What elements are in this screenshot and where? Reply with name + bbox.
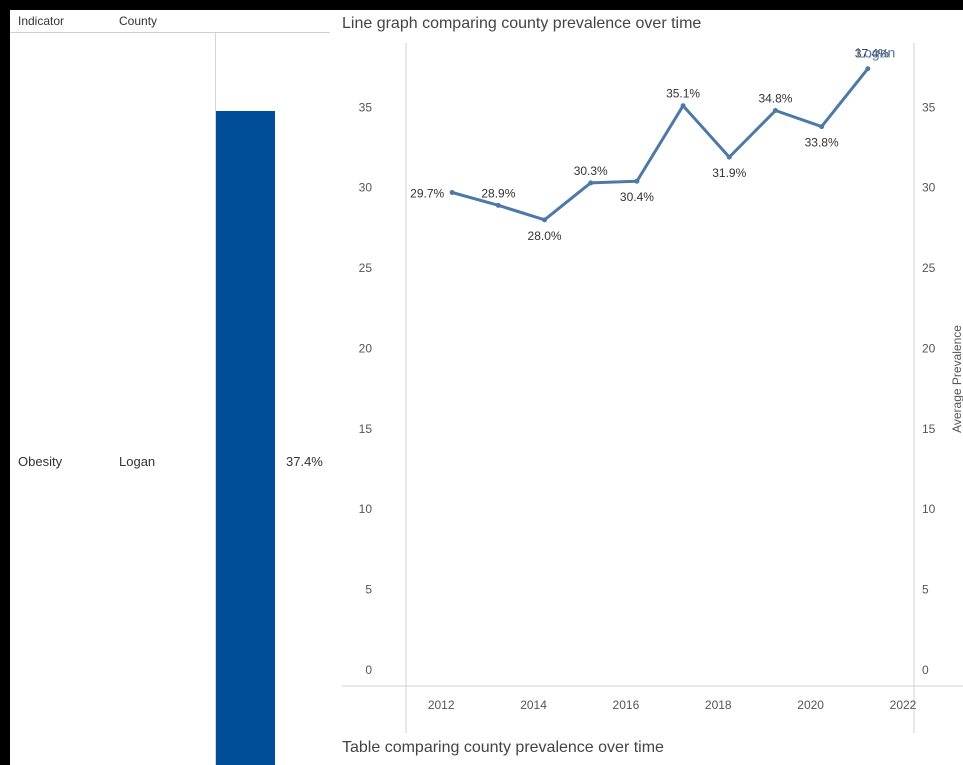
prevalence-bar[interactable] bbox=[216, 110, 275, 765]
data-label: 30.3% bbox=[574, 164, 608, 178]
line-chart-title: Line graph comparing county prevalence o… bbox=[342, 15, 702, 32]
x-tick-label: 2016 bbox=[613, 698, 640, 712]
data-point bbox=[449, 189, 455, 195]
data-point bbox=[726, 154, 732, 160]
data-label: 28.0% bbox=[528, 229, 562, 243]
series-line-logan bbox=[451, 67, 869, 222]
y-tick-label-left: 25 bbox=[359, 261, 373, 275]
series-name-label: Logan bbox=[856, 45, 895, 61]
y-tick-label-right: 35 bbox=[922, 100, 936, 114]
data-point bbox=[680, 103, 686, 109]
y-tick-label-right: 0 bbox=[922, 663, 929, 677]
y-tick-label-right: 15 bbox=[922, 422, 936, 436]
data-point bbox=[865, 66, 871, 72]
y-tick-label-right: 30 bbox=[922, 181, 936, 195]
data-point bbox=[819, 124, 825, 130]
y-tick-label-left: 10 bbox=[359, 502, 373, 516]
y-tick-label-left: 5 bbox=[365, 583, 372, 597]
data-label: 37.4% bbox=[855, 47, 889, 61]
data-point bbox=[772, 108, 778, 114]
data-point bbox=[495, 202, 501, 208]
data-label: 34.8% bbox=[758, 92, 792, 106]
data-point bbox=[588, 180, 594, 186]
y-tick-label-left: 15 bbox=[359, 422, 373, 436]
y-tick-label-right: 20 bbox=[922, 341, 936, 355]
y-tick-label-right: 10 bbox=[922, 502, 936, 516]
x-tick-label: 2022 bbox=[890, 698, 917, 712]
line-chart-area: 0 0 5 5 10 10 15 15 20 20 25 25 30 30 35 35 2012 2014 2016… bbox=[342, 43, 963, 733]
data-label: 30.4% bbox=[620, 190, 654, 204]
data-point bbox=[634, 178, 640, 184]
data-label: 29.7% bbox=[410, 186, 444, 200]
data-label: 31.9% bbox=[712, 166, 746, 180]
data-label: 35.1% bbox=[666, 87, 700, 101]
county-cell: Logan bbox=[119, 454, 156, 469]
y-tick-label-right: 5 bbox=[922, 583, 929, 597]
county-header[interactable]: County bbox=[119, 14, 158, 28]
x-tick-label: 2012 bbox=[428, 698, 455, 712]
y-axis-title: Average Prevalence bbox=[950, 325, 963, 433]
table-section-title: Table comparing county prevalence over t… bbox=[342, 739, 664, 756]
x-tick-label: 2020 bbox=[797, 698, 824, 712]
indicator-table-panel: Indicator County Obesity Logan 37.4% bbox=[10, 10, 332, 765]
data-label: 28.9% bbox=[481, 186, 515, 200]
column-divider bbox=[215, 33, 216, 765]
indicator-cell: Obesity bbox=[18, 454, 63, 469]
data-point bbox=[542, 217, 548, 223]
y-tick-label-right: 25 bbox=[922, 261, 936, 275]
data-label: 33.8% bbox=[805, 136, 839, 150]
x-tick-label: 2018 bbox=[705, 698, 732, 712]
y-tick-label-left: 30 bbox=[359, 181, 373, 195]
chart-panel: Line graph comparing county prevalence o… bbox=[332, 10, 963, 765]
table-header: Indicator County bbox=[10, 10, 330, 33]
y-tick-label-left: 20 bbox=[359, 341, 373, 355]
indicator-header[interactable]: Indicator bbox=[18, 14, 65, 28]
x-tick-label: 2014 bbox=[520, 698, 547, 712]
prevalence-bar-label: 37.4% bbox=[286, 454, 323, 469]
y-tick-label-left: 0 bbox=[365, 663, 372, 677]
y-tick-label-left: 35 bbox=[359, 100, 373, 114]
